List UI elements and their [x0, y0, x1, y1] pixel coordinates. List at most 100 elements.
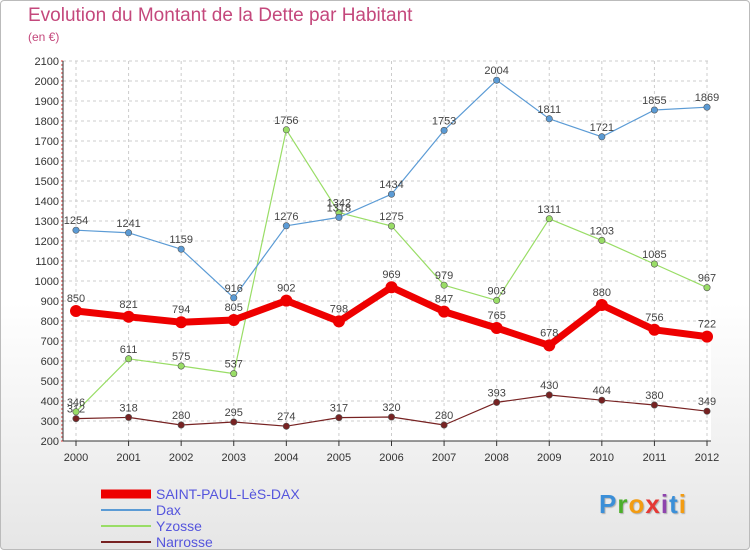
- x-tick-label: 2001: [116, 452, 140, 464]
- data-point: [125, 229, 133, 237]
- x-tick-label: 2007: [432, 452, 456, 464]
- series-saint-paul-l-s-dax: 850 821 794 805 902 798 969 847 765 678 880 756 722: [67, 269, 716, 352]
- legend-label: SAINT-PAUL-LèS-DAX: [156, 486, 300, 502]
- data-label: 274: [277, 411, 295, 423]
- data-label: 1434: [379, 179, 403, 191]
- data-point: [125, 413, 133, 421]
- series-dax: 1254 1241 1159 916 1276 1318 1434 1753 2004 1811 1…: [64, 65, 719, 302]
- data-point: [335, 213, 343, 221]
- x-tick-label: 2006: [379, 452, 403, 464]
- data-point: [650, 106, 658, 114]
- y-tick-label: 700: [41, 336, 59, 348]
- x-tick-label: 2010: [590, 452, 614, 464]
- legend-label: Yzosse: [156, 518, 202, 534]
- data-label: 969: [382, 269, 400, 281]
- plot-area: [63, 61, 711, 441]
- data-point: [72, 226, 80, 234]
- data-label: 765: [487, 310, 505, 322]
- y-tick-label: 500: [41, 376, 59, 388]
- brand-letter: i: [660, 489, 670, 519]
- data-point: [177, 362, 185, 370]
- data-label: 979: [435, 270, 453, 282]
- data-label: 318: [119, 402, 137, 414]
- y-tick-label: 1400: [35, 196, 59, 208]
- data-label: 1241: [116, 218, 140, 230]
- data-point: [543, 339, 556, 352]
- data-label: 2004: [484, 65, 508, 77]
- data-point: [648, 323, 661, 336]
- brand-letter: x: [645, 489, 661, 519]
- brand-letter: o: [628, 489, 646, 519]
- y-tick-label: 400: [41, 396, 59, 408]
- data-label: 317: [330, 403, 348, 415]
- data-label: 798: [330, 303, 348, 315]
- y-tick-label: 1500: [35, 176, 59, 188]
- data-label: 1254: [64, 215, 88, 227]
- data-label: 1203: [590, 225, 614, 237]
- data-label: 1756: [274, 115, 298, 127]
- data-label: 902: [277, 283, 295, 295]
- data-label: 1721: [590, 122, 614, 134]
- data-label: 1753: [432, 115, 456, 127]
- y-tick-label: 1600: [35, 156, 59, 168]
- data-point: [440, 126, 448, 134]
- data-label: 1159: [169, 234, 193, 246]
- data-point: [72, 408, 80, 416]
- y-tick-label: 200: [41, 436, 59, 448]
- data-point: [175, 316, 188, 329]
- data-point: [230, 418, 238, 426]
- y-tick-label: 1700: [35, 136, 59, 148]
- data-point: [125, 355, 133, 363]
- data-label: 794: [172, 304, 190, 316]
- data-point: [598, 133, 606, 141]
- data-point: [650, 401, 658, 409]
- data-point: [440, 421, 448, 429]
- data-point: [387, 413, 395, 421]
- x-tick-label: 2005: [327, 452, 351, 464]
- data-point: [493, 76, 501, 84]
- data-label: 756: [645, 312, 663, 324]
- data-point: [230, 294, 238, 302]
- legend-swatch: [101, 509, 151, 511]
- y-tick-label: 800: [41, 316, 59, 328]
- data-label: 1275: [379, 211, 403, 223]
- data-label: 1342: [327, 198, 351, 210]
- data-label: 404: [593, 385, 611, 397]
- data-point: [490, 322, 503, 334]
- data-point: [703, 284, 711, 292]
- y-tick-label: 300: [41, 416, 59, 428]
- brand-letter: P: [599, 489, 618, 519]
- data-point: [227, 314, 240, 326]
- data-label: 430: [540, 380, 558, 392]
- y-tick-label: 1100: [35, 256, 59, 268]
- data-label: 380: [645, 390, 663, 402]
- data-point: [230, 370, 238, 378]
- data-label: 847: [435, 294, 453, 306]
- y-tick-label: 1000: [35, 276, 59, 288]
- data-point: [332, 315, 345, 328]
- data-point: [385, 281, 398, 294]
- data-label: 393: [487, 387, 505, 399]
- data-point: [387, 190, 395, 198]
- data-label: 346: [67, 397, 85, 409]
- data-point: [122, 310, 135, 323]
- x-tick-label: 2002: [169, 452, 193, 464]
- data-point: [282, 422, 290, 430]
- data-point: [177, 245, 185, 253]
- x-tick-label: 2003: [222, 452, 246, 464]
- data-label: 280: [172, 410, 190, 422]
- data-label: 1318: [327, 202, 351, 214]
- data-label: 280: [435, 410, 453, 422]
- y-tick-label: 1200: [35, 236, 59, 248]
- y-tick-label: 900: [41, 296, 59, 308]
- data-label: 349: [698, 396, 716, 408]
- y-tick-label: 2100: [35, 56, 59, 68]
- data-label: 880: [593, 287, 611, 299]
- x-tick-label: 2008: [484, 452, 508, 464]
- data-label: 1311: [537, 204, 561, 216]
- data-point: [703, 407, 711, 415]
- data-label: 320: [382, 402, 400, 414]
- legend-swatch: [101, 489, 151, 499]
- data-point: [545, 391, 553, 399]
